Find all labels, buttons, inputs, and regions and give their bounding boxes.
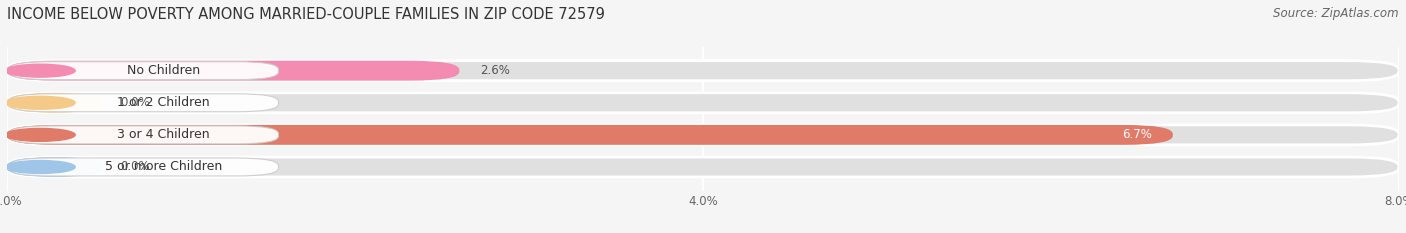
Circle shape (6, 96, 75, 109)
FancyBboxPatch shape (7, 61, 1399, 81)
Text: 1 or 2 Children: 1 or 2 Children (117, 96, 209, 109)
FancyBboxPatch shape (8, 62, 278, 80)
Circle shape (6, 128, 75, 141)
Circle shape (6, 64, 75, 77)
FancyBboxPatch shape (7, 93, 103, 113)
Text: 0.0%: 0.0% (120, 96, 150, 109)
Text: 5 or more Children: 5 or more Children (105, 161, 222, 174)
FancyBboxPatch shape (7, 157, 1399, 177)
FancyBboxPatch shape (8, 126, 278, 144)
Text: 6.7%: 6.7% (1122, 128, 1152, 141)
Circle shape (6, 161, 75, 173)
FancyBboxPatch shape (7, 125, 1399, 145)
Text: Source: ZipAtlas.com: Source: ZipAtlas.com (1274, 7, 1399, 20)
Text: 2.6%: 2.6% (481, 64, 510, 77)
Text: No Children: No Children (127, 64, 200, 77)
FancyBboxPatch shape (7, 125, 1173, 145)
FancyBboxPatch shape (7, 61, 460, 81)
FancyBboxPatch shape (7, 93, 1399, 113)
Text: 3 or 4 Children: 3 or 4 Children (117, 128, 209, 141)
FancyBboxPatch shape (7, 157, 103, 177)
Text: 0.0%: 0.0% (120, 161, 150, 174)
FancyBboxPatch shape (8, 158, 278, 176)
FancyBboxPatch shape (8, 94, 278, 112)
Text: INCOME BELOW POVERTY AMONG MARRIED-COUPLE FAMILIES IN ZIP CODE 72579: INCOME BELOW POVERTY AMONG MARRIED-COUPL… (7, 7, 605, 22)
